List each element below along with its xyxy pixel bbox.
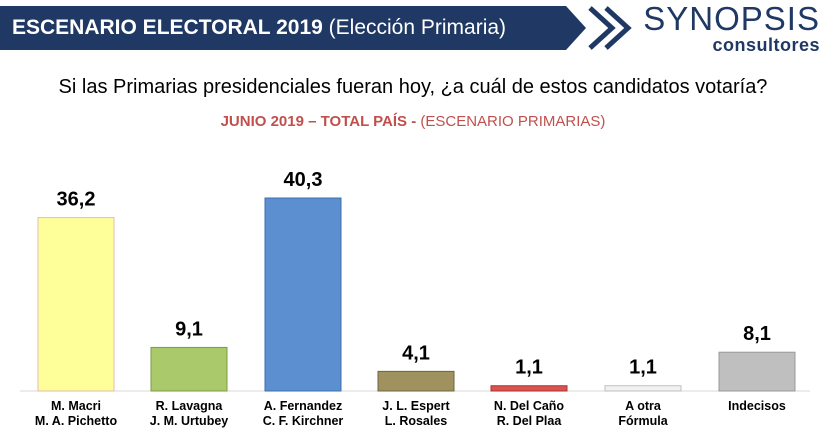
category-label-2-1: C. F. Kirchner: [263, 414, 344, 428]
chevron-arrows-icon: [588, 6, 632, 50]
bar-1: [150, 346, 228, 392]
category-label-1-1: J. M. Urtubey: [150, 414, 229, 428]
chart-title: Si las Primarias presidenciales fueran h…: [58, 76, 768, 98]
header-bar: [0, 6, 586, 50]
data-label-3: 4,1: [402, 342, 430, 364]
bar-6: [718, 351, 796, 392]
bar-4: [490, 385, 568, 392]
category-label-3-0: J. L. Espert: [382, 399, 450, 413]
page-title: ESCENARIO ELECTORAL 2019 (Elección Prima…: [12, 16, 506, 40]
category-label-0-0: M. Macri: [51, 399, 101, 413]
brand-logo-name: SYNOPSIS: [643, 0, 820, 37]
bar-3: [377, 370, 455, 392]
chart-subtitle: JUNIO 2019 – TOTAL PAÍS - (ESCENARIO PRI…: [0, 113, 826, 130]
category-label-5-0: A otra: [625, 399, 662, 413]
category-label-2-0: A. Fernandez: [264, 399, 343, 413]
category-label-4-1: R. Del Plaa: [497, 414, 563, 428]
page-title-sub: (Elección Primaria): [328, 16, 507, 39]
category-label-5-1: Fórmula: [618, 414, 668, 428]
bar-5: [604, 385, 682, 392]
chart-subtitle-bold: JUNIO 2019 – TOTAL PAÍS -: [220, 113, 417, 130]
bar-2: [264, 197, 342, 392]
bar-0: [37, 217, 115, 392]
brand-logo: SYNOPSIS consultores: [640, 0, 820, 55]
category-label-0-1: M. A. Pichetto: [35, 414, 118, 428]
chart-subtitle-rest: (ESCENARIO PRIMARIAS): [420, 113, 606, 130]
data-label-5: 1,1: [629, 357, 657, 379]
brand-logo-tagline: consultores: [712, 35, 820, 55]
page-title-main: ESCENARIO ELECTORAL 2019: [12, 16, 323, 39]
data-label-2: 40,3: [284, 169, 323, 191]
category-label-4-0: N. Del Caño: [494, 399, 565, 413]
data-label-4: 1,1: [515, 357, 543, 379]
data-label-1: 9,1: [175, 318, 203, 340]
category-label-3-1: L. Rosales: [385, 414, 448, 428]
category-label-6-0: Indecisos: [728, 399, 786, 413]
data-label-0: 36,2: [57, 189, 96, 211]
data-label-6: 8,1: [743, 323, 771, 345]
category-label-1-0: R. Lavagna: [156, 399, 224, 413]
